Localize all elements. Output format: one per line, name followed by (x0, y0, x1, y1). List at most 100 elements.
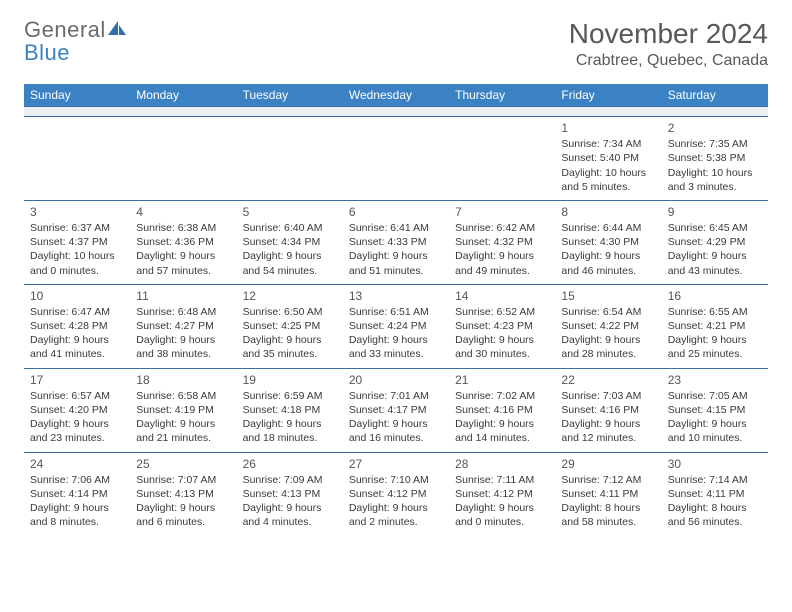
calendar-day-cell: 20Sunrise: 7:01 AMSunset: 4:17 PMDayligh… (343, 368, 449, 452)
sunset-line: Sunset: 4:23 PM (455, 319, 549, 333)
sunrise-line: Sunrise: 7:07 AM (136, 473, 230, 487)
calendar-empty-cell (130, 117, 236, 201)
day-number: 21 (455, 372, 549, 388)
sunset-line: Sunset: 4:18 PM (243, 403, 337, 417)
calendar-day-cell: 8Sunrise: 6:44 AMSunset: 4:30 PMDaylight… (555, 200, 661, 284)
calendar-day-cell: 1Sunrise: 7:34 AMSunset: 5:40 PMDaylight… (555, 117, 661, 201)
sunset-line: Sunset: 4:30 PM (561, 235, 655, 249)
sunrise-line: Sunrise: 7:02 AM (455, 389, 549, 403)
daylight-line: Daylight: 9 hours and 41 minutes. (30, 333, 124, 361)
daylight-line: Daylight: 9 hours and 54 minutes. (243, 249, 337, 277)
daylight-line: Daylight: 9 hours and 4 minutes. (243, 501, 337, 529)
brand-text: General Blue (24, 18, 128, 64)
calendar-day-cell: 4Sunrise: 6:38 AMSunset: 4:36 PMDaylight… (130, 200, 236, 284)
calendar-day-cell: 18Sunrise: 6:58 AMSunset: 4:19 PMDayligh… (130, 368, 236, 452)
calendar-empty-cell (449, 117, 555, 201)
day-number: 17 (30, 372, 124, 388)
day-number: 13 (349, 288, 443, 304)
sunset-line: Sunset: 4:17 PM (349, 403, 443, 417)
weekday-header: Friday (555, 84, 661, 107)
sunset-line: Sunset: 4:36 PM (136, 235, 230, 249)
daylight-line: Daylight: 9 hours and 33 minutes. (349, 333, 443, 361)
calendar-day-cell: 19Sunrise: 6:59 AMSunset: 4:18 PMDayligh… (237, 368, 343, 452)
weekday-header: Wednesday (343, 84, 449, 107)
daylight-line: Daylight: 9 hours and 0 minutes. (455, 501, 549, 529)
calendar-day-cell: 26Sunrise: 7:09 AMSunset: 4:13 PMDayligh… (237, 452, 343, 535)
sunset-line: Sunset: 4:32 PM (455, 235, 549, 249)
day-number: 26 (243, 456, 337, 472)
daylight-line: Daylight: 9 hours and 51 minutes. (349, 249, 443, 277)
day-number: 4 (136, 204, 230, 220)
daylight-line: Daylight: 10 hours and 5 minutes. (561, 166, 655, 194)
sunset-line: Sunset: 4:28 PM (30, 319, 124, 333)
brand-word1: General (24, 17, 106, 42)
day-number: 18 (136, 372, 230, 388)
calendar-day-cell: 21Sunrise: 7:02 AMSunset: 4:16 PMDayligh… (449, 368, 555, 452)
calendar-day-cell: 14Sunrise: 6:52 AMSunset: 4:23 PMDayligh… (449, 284, 555, 368)
calendar-day-cell: 6Sunrise: 6:41 AMSunset: 4:33 PMDaylight… (343, 200, 449, 284)
sunrise-line: Sunrise: 6:37 AM (30, 221, 124, 235)
sunset-line: Sunset: 4:19 PM (136, 403, 230, 417)
sunrise-line: Sunrise: 6:58 AM (136, 389, 230, 403)
brand-logo: General Blue (24, 18, 128, 64)
calendar-day-cell: 28Sunrise: 7:11 AMSunset: 4:12 PMDayligh… (449, 452, 555, 535)
sunset-line: Sunset: 4:22 PM (561, 319, 655, 333)
title-block: November 2024 Crabtree, Quebec, Canada (569, 18, 768, 70)
day-number: 7 (455, 204, 549, 220)
sunrise-line: Sunrise: 6:55 AM (668, 305, 762, 319)
daylight-line: Daylight: 9 hours and 14 minutes. (455, 417, 549, 445)
calendar-week-row: 17Sunrise: 6:57 AMSunset: 4:20 PMDayligh… (24, 368, 768, 452)
daylight-line: Daylight: 9 hours and 21 minutes. (136, 417, 230, 445)
sunrise-line: Sunrise: 7:14 AM (668, 473, 762, 487)
calendar-day-cell: 25Sunrise: 7:07 AMSunset: 4:13 PMDayligh… (130, 452, 236, 535)
calendar-day-cell: 30Sunrise: 7:14 AMSunset: 4:11 PMDayligh… (662, 452, 768, 535)
daylight-line: Daylight: 9 hours and 30 minutes. (455, 333, 549, 361)
sunset-line: Sunset: 4:34 PM (243, 235, 337, 249)
sunset-line: Sunset: 4:21 PM (668, 319, 762, 333)
day-number: 24 (30, 456, 124, 472)
sunset-line: Sunset: 4:15 PM (668, 403, 762, 417)
daylight-line: Daylight: 9 hours and 23 minutes. (30, 417, 124, 445)
brand-word2: Blue (24, 40, 70, 65)
day-number: 22 (561, 372, 655, 388)
calendar-day-cell: 3Sunrise: 6:37 AMSunset: 4:37 PMDaylight… (24, 200, 130, 284)
calendar-day-cell: 11Sunrise: 6:48 AMSunset: 4:27 PMDayligh… (130, 284, 236, 368)
calendar-day-cell: 7Sunrise: 6:42 AMSunset: 4:32 PMDaylight… (449, 200, 555, 284)
sunrise-line: Sunrise: 7:03 AM (561, 389, 655, 403)
calendar-empty-cell (343, 117, 449, 201)
daylight-line: Daylight: 9 hours and 10 minutes. (668, 417, 762, 445)
day-number: 27 (349, 456, 443, 472)
weekday-header: Tuesday (237, 84, 343, 107)
daylight-line: Daylight: 9 hours and 16 minutes. (349, 417, 443, 445)
day-number: 2 (668, 120, 762, 136)
weekday-header: Thursday (449, 84, 555, 107)
sunrise-line: Sunrise: 6:40 AM (243, 221, 337, 235)
sunrise-line: Sunrise: 7:11 AM (455, 473, 549, 487)
day-number: 15 (561, 288, 655, 304)
day-number: 11 (136, 288, 230, 304)
sunset-line: Sunset: 4:13 PM (243, 487, 337, 501)
day-number: 29 (561, 456, 655, 472)
sunrise-line: Sunrise: 6:54 AM (561, 305, 655, 319)
day-number: 20 (349, 372, 443, 388)
sunrise-line: Sunrise: 7:06 AM (30, 473, 124, 487)
daylight-line: Daylight: 9 hours and 49 minutes. (455, 249, 549, 277)
sunset-line: Sunset: 4:11 PM (668, 487, 762, 501)
calendar-page: General Blue November 2024 Crabtree, Que… (0, 0, 792, 535)
sunrise-line: Sunrise: 7:34 AM (561, 137, 655, 151)
sunset-line: Sunset: 4:25 PM (243, 319, 337, 333)
day-number: 25 (136, 456, 230, 472)
calendar-day-cell: 12Sunrise: 6:50 AMSunset: 4:25 PMDayligh… (237, 284, 343, 368)
sunrise-line: Sunrise: 6:44 AM (561, 221, 655, 235)
sail-icon (106, 17, 128, 42)
sunrise-line: Sunrise: 6:45 AM (668, 221, 762, 235)
calendar-day-cell: 2Sunrise: 7:35 AMSunset: 5:38 PMDaylight… (662, 117, 768, 201)
sunrise-line: Sunrise: 6:57 AM (30, 389, 124, 403)
sunset-line: Sunset: 4:11 PM (561, 487, 655, 501)
daylight-line: Daylight: 9 hours and 43 minutes. (668, 249, 762, 277)
daylight-line: Daylight: 9 hours and 46 minutes. (561, 249, 655, 277)
sunrise-line: Sunrise: 7:05 AM (668, 389, 762, 403)
calendar-day-cell: 10Sunrise: 6:47 AMSunset: 4:28 PMDayligh… (24, 284, 130, 368)
day-number: 9 (668, 204, 762, 220)
daylight-line: Daylight: 9 hours and 2 minutes. (349, 501, 443, 529)
